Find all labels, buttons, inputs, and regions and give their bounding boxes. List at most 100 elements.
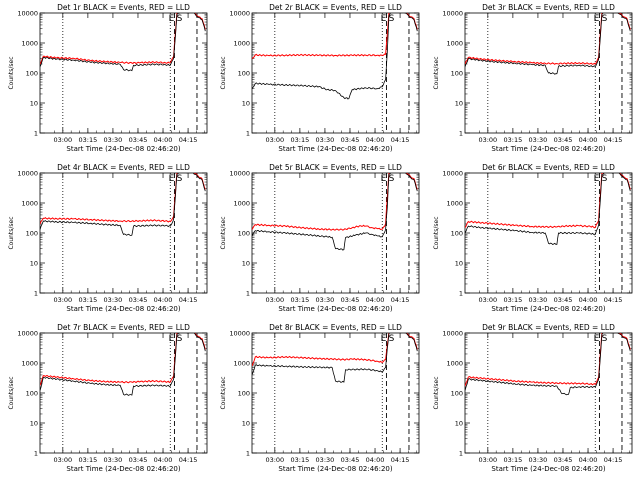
y-tick-label: 10	[242, 260, 250, 268]
x-tick-label: 03:00	[53, 296, 72, 304]
series-events-line	[465, 333, 631, 396]
series-events-line	[465, 173, 631, 245]
y-tick-label: 1000	[446, 40, 463, 48]
series-events-line	[40, 333, 206, 396]
marker-label-s: S	[389, 174, 395, 184]
marker-label-e: E	[381, 334, 387, 344]
y-tick-label: 10000	[229, 10, 250, 18]
x-tick-label: 04:00	[154, 296, 173, 304]
x-tick-label: 03:00	[478, 456, 497, 464]
marker-label-s: S	[177, 14, 183, 24]
marker-label-s: S	[389, 334, 395, 344]
y-tick-label: 100	[238, 70, 250, 78]
y-tick-label: 1000	[233, 200, 250, 208]
y-tick-label: 10000	[229, 170, 250, 178]
y-tick-label: 1	[34, 290, 38, 298]
x-tick-label: 04:00	[579, 456, 598, 464]
y-tick-label: 1	[34, 130, 38, 138]
panel-title: Det 7r BLACK = Events, RED = LLD	[57, 323, 190, 332]
x-tick-label: 04:00	[154, 136, 173, 144]
x-tick-label: 03:30	[529, 136, 548, 144]
panel-det-2: Det 2r BLACK = Events, RED = LLD 1 10 100 10…	[220, 3, 420, 153]
marker-label-e: E	[169, 14, 175, 24]
y-tick-label: 1000	[446, 360, 463, 368]
marker-label-s: S	[389, 14, 395, 24]
x-axis-label: Start Time (24-Dec-08 02:46:20)	[66, 305, 180, 313]
y-tick-label: 10	[455, 420, 463, 428]
x-tick-label: 03:15	[79, 456, 98, 464]
y-tick-label: 1000	[233, 360, 250, 368]
panel-det-1: Det 1r BLACK = Events, RED = LLD 1 10 100 10…	[8, 3, 208, 153]
panel-title: Det 8r BLACK = Events, RED = LLD	[269, 323, 402, 332]
y-axis-label: Counts/sec	[433, 216, 440, 249]
marker-label-e: E	[169, 174, 175, 184]
y-axis-label: Counts/sec	[433, 56, 440, 89]
panel-title: Det 2r BLACK = Events, RED = LLD	[269, 3, 402, 12]
x-tick-label: 03:30	[104, 136, 123, 144]
marker-label-s: S	[602, 14, 608, 24]
y-tick-label: 100	[238, 390, 250, 398]
marker-label-e: E	[594, 174, 600, 184]
x-axis-label: Start Time (24-Dec-08 02:46:20)	[66, 465, 180, 473]
y-tick-label: 100	[451, 70, 463, 78]
x-tick-label: 04:00	[579, 136, 598, 144]
x-tick-label: 03:15	[504, 296, 523, 304]
x-axis-label: Start Time (24-Dec-08 02:46:20)	[66, 145, 180, 153]
y-tick-label: 1000	[233, 40, 250, 48]
x-axis-label: Start Time (24-Dec-08 02:46:20)	[278, 305, 392, 313]
marker-label-e: E	[169, 334, 175, 344]
y-tick-label: 1	[246, 450, 250, 458]
x-tick-label: 03:00	[478, 136, 497, 144]
y-tick-label: 100	[451, 230, 463, 238]
panel-det-5: Det 5r BLACK = Events, RED = LLD 1 10 100 10…	[220, 163, 420, 313]
x-tick-label: 04:00	[366, 296, 385, 304]
x-tick-label: 03:45	[554, 456, 573, 464]
x-tick-label: 04:00	[154, 456, 173, 464]
panel-title: Det 3r BLACK = Events, RED = LLD	[482, 3, 615, 12]
y-tick-label: 10000	[229, 330, 250, 338]
x-tick-label: 03:45	[341, 136, 360, 144]
x-tick-label: 04:00	[366, 136, 385, 144]
panel-det-9: Det 9r BLACK = Events, RED = LLD 1 10 100 10…	[433, 323, 633, 473]
y-tick-label: 1000	[21, 200, 38, 208]
x-tick-label: 03:30	[529, 456, 548, 464]
panel-det-8: Det 8r BLACK = Events, RED = LLD 1 10 100 10…	[220, 323, 420, 473]
y-tick-label: 10000	[442, 170, 463, 178]
x-tick-label: 04:15	[391, 456, 410, 464]
y-tick-label: 100	[451, 390, 463, 398]
x-tick-label: 03:15	[79, 136, 98, 144]
marker-label-s: S	[602, 174, 608, 184]
x-axis-label: Start Time (24-Dec-08 02:46:20)	[491, 145, 605, 153]
x-tick-label: 03:45	[554, 136, 573, 144]
series-events-line	[252, 13, 418, 100]
marker-label-s: S	[177, 334, 183, 344]
x-tick-label: 03:15	[291, 296, 310, 304]
y-tick-label: 10	[242, 100, 250, 108]
x-tick-label: 03:00	[265, 456, 284, 464]
panel-det-6: Det 6r BLACK = Events, RED = LLD 1 10 100 10…	[433, 163, 633, 313]
panel-det-7: Det 7r BLACK = Events, RED = LLD 1 10 100 10…	[8, 323, 208, 473]
marker-label-e: E	[594, 334, 600, 344]
y-tick-label: 1	[246, 130, 250, 138]
y-tick-label: 1	[459, 130, 463, 138]
panel-det-3: Det 3r BLACK = Events, RED = LLD 1 10 100 10…	[433, 3, 633, 153]
y-axis-label: Counts/sec	[220, 216, 227, 249]
series-events-line	[40, 13, 206, 72]
y-tick-label: 10	[30, 100, 38, 108]
x-tick-label: 03:45	[129, 456, 148, 464]
y-tick-label: 100	[26, 230, 38, 238]
x-axis-label: Start Time (24-Dec-08 02:46:20)	[278, 145, 392, 153]
panel-title: Det 1r BLACK = Events, RED = LLD	[57, 3, 190, 12]
y-tick-label: 10	[242, 420, 250, 428]
x-tick-label: 04:15	[391, 136, 410, 144]
y-tick-label: 1	[246, 290, 250, 298]
y-tick-label: 10000	[442, 10, 463, 18]
x-tick-label: 03:45	[341, 456, 360, 464]
marker-label-e: E	[381, 174, 387, 184]
y-tick-label: 1000	[21, 360, 38, 368]
x-tick-label: 03:45	[129, 296, 148, 304]
x-axis-label: Start Time (24-Dec-08 02:46:20)	[278, 465, 392, 473]
x-tick-label: 03:30	[104, 296, 123, 304]
marker-label-s: S	[177, 174, 183, 184]
